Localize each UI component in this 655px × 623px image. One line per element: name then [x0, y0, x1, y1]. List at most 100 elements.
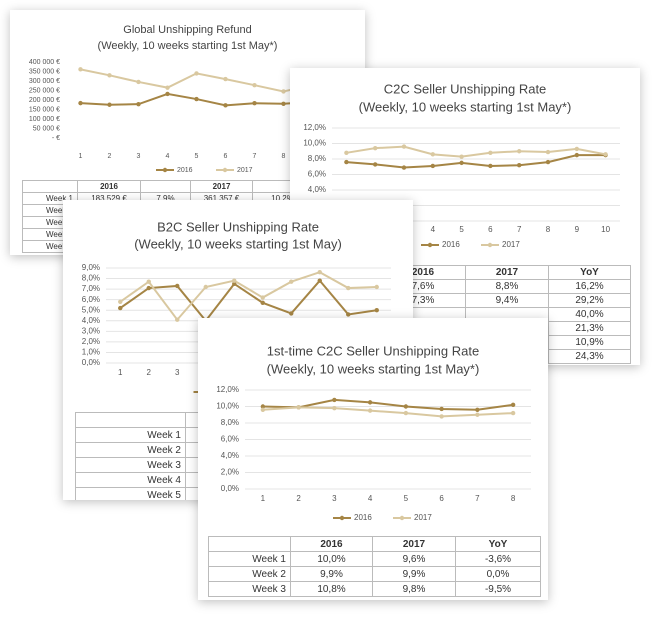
point [165, 91, 170, 97]
y-tick-label: 8,0% [221, 418, 239, 427]
x-tick-label: 8 [511, 494, 516, 503]
point [403, 410, 409, 416]
x-tick-label: 10 [601, 225, 610, 234]
table-header: 2016 2017 YoY [208, 536, 541, 552]
legend-label: 2017 [502, 240, 520, 249]
point [374, 284, 379, 290]
point [223, 103, 228, 108]
y-tick-label: 10,0% [216, 402, 239, 411]
point [510, 402, 516, 408]
x-tick-label: 8 [282, 153, 286, 160]
legend-dot [427, 242, 433, 248]
point [289, 311, 294, 316]
point [175, 283, 180, 289]
x-tick-label: 5 [459, 225, 464, 234]
y-tick-label: 6,0% [308, 170, 326, 179]
chart-subtitle: (Weekly, 10 weeks starting 1st May*) [359, 99, 572, 114]
point [488, 163, 493, 169]
series-line [119, 279, 377, 323]
table-cell: 2016 [290, 536, 373, 552]
point [252, 101, 257, 106]
y-tick-label: 9,0% [82, 263, 100, 272]
x-tick-label: 1 [261, 494, 266, 503]
y-tick-label: 200 000 € [29, 97, 60, 104]
table-cell: 8,8% [465, 279, 549, 294]
y-tick-label: 12,0% [303, 123, 326, 132]
point [401, 165, 407, 170]
point [475, 412, 480, 417]
legend-label: 2017 [237, 167, 253, 174]
table-cell: 2016 [77, 180, 141, 193]
point [374, 308, 379, 313]
chart-title: Global Unshipping Refund [123, 24, 251, 36]
series-line [262, 398, 514, 411]
point [107, 102, 112, 107]
table-cell: Week 1 [75, 427, 186, 443]
legend-label: 2016 [442, 240, 460, 249]
point [107, 73, 112, 78]
x-tick-label: 2 [147, 368, 152, 377]
table-cell: 24,3% [548, 349, 631, 364]
point [430, 152, 435, 157]
table-cell [75, 412, 186, 428]
point [488, 150, 493, 155]
chart-subtitle: (Weekly, 10 weeks starting 1st May*) [267, 361, 480, 376]
point [223, 76, 228, 82]
y-tick-label: 6,0% [82, 295, 100, 304]
chart-subtitle: (Weekly, 10 weeks starting 1st May*) [98, 40, 278, 52]
table-cell: 9,9% [290, 566, 373, 582]
table-cell: 2017 [190, 180, 253, 193]
point [118, 299, 123, 304]
table-cell: 0,0% [455, 566, 541, 582]
table-cell: 40,0% [548, 307, 631, 322]
point [367, 400, 373, 405]
table-cell: 10,0% [290, 551, 373, 567]
point [459, 160, 464, 166]
y-tick-label: 300 000 € [29, 78, 60, 85]
table-cell: Week 4 [75, 472, 186, 488]
x-tick-label: 4 [368, 494, 373, 503]
table-cell: 9,9% [372, 566, 456, 582]
point [332, 405, 337, 411]
y-tick-label: 7,0% [82, 284, 100, 293]
x-tick-label: 3 [175, 368, 180, 377]
legend-dot [162, 167, 168, 173]
point [344, 159, 349, 165]
x-tick-label: 6 [439, 494, 444, 503]
table-header: 2016 2017 [22, 180, 313, 193]
point [260, 295, 265, 300]
x-tick-label: 7 [475, 494, 480, 503]
point [146, 285, 151, 291]
table-cell: 10,9% [548, 335, 631, 350]
point [281, 89, 286, 94]
y-tick-label: 4,0% [221, 451, 239, 460]
y-tick-label: 8,0% [82, 274, 100, 283]
x-tick-label: 2 [296, 494, 301, 503]
chart: C2C Seller Unshipping Rate (Weekly, 10 we… [303, 81, 620, 249]
point [510, 410, 516, 416]
point [439, 414, 444, 419]
series-line [262, 406, 514, 418]
point [194, 71, 199, 76]
x-tick-label: 6 [224, 153, 228, 160]
chart-subtitle: (Weekly, 10 weeks starting 1st May) [134, 236, 342, 251]
table-row: Week 3 10,8% 9,8% -9,5% [208, 581, 541, 597]
point [430, 163, 435, 169]
point [136, 79, 141, 85]
x-tick-label: 5 [195, 153, 199, 160]
point [545, 149, 551, 155]
point [165, 85, 170, 90]
x-tick-label: 3 [332, 494, 337, 503]
y-tick-label: 4,0% [308, 185, 326, 194]
table-row: Week 2 9,9% 9,9% 0,0% [208, 566, 541, 582]
point [118, 305, 123, 311]
y-tick-label: 4,0% [82, 316, 100, 325]
table-cell: 16,2% [548, 279, 631, 294]
legend-label: 2016 [177, 167, 193, 174]
table-cell: -9,5% [455, 581, 541, 597]
chart: 1st-time C2C Seller Unshipping Rate (Week… [216, 343, 531, 522]
table-cell: 21,3% [548, 321, 631, 336]
y-tick-label: 400 000 € [29, 59, 60, 66]
point [346, 285, 351, 291]
